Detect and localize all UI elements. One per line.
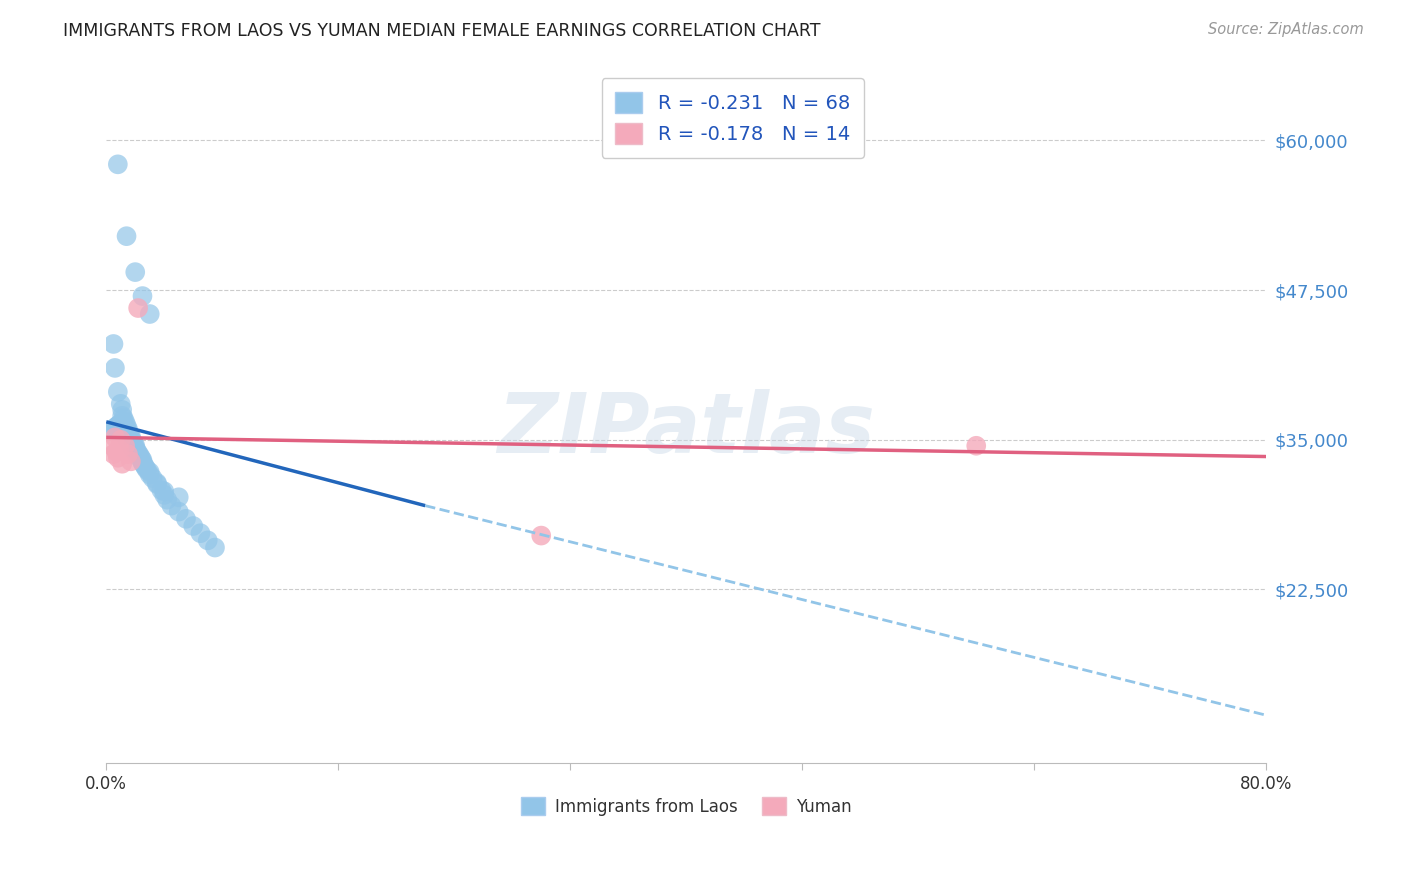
Point [110,433,132,447]
Point [112,411,135,425]
Point [181,519,204,533]
Point [117,425,139,439]
Point [121,440,143,454]
Point [114,428,136,442]
Point [111,409,134,423]
Point [120,432,142,446]
Point [118,426,141,441]
Point [104,430,127,444]
Point [142,471,165,485]
Point [111,423,134,437]
Point [127,450,149,464]
Point [111,457,134,471]
Point [120,454,142,468]
Point [131,453,153,467]
Point [107,450,129,465]
Point [124,439,146,453]
Point [146,475,169,490]
Point [134,460,156,475]
Point [117,433,139,447]
Point [103,337,125,351]
Point [204,541,226,555]
Point [101,439,124,453]
Point [965,439,987,453]
Point [120,429,142,443]
Point [114,439,136,453]
Point [124,265,146,279]
Text: Source: ZipAtlas.com: Source: ZipAtlas.com [1208,22,1364,37]
Point [117,422,139,436]
Point [174,512,197,526]
Point [138,307,160,321]
Point [127,301,149,315]
Point [160,499,183,513]
Point [121,434,143,448]
Point [131,456,153,470]
Text: ZIPatlas: ZIPatlas [498,389,875,470]
Point [153,484,176,499]
Point [122,442,145,457]
Point [114,415,136,429]
Point [128,448,150,462]
Point [190,526,212,541]
Point [127,446,149,460]
Point [120,437,142,451]
Point [111,402,134,417]
Point [107,384,129,399]
Point [117,447,139,461]
Point [138,467,160,482]
Point [138,465,160,479]
Point [150,483,173,497]
Point [107,418,129,433]
Point [129,450,152,465]
Point [104,421,127,435]
Point [115,430,138,444]
Point [131,289,153,303]
Point [105,444,128,458]
Point [132,458,155,472]
Point [135,463,157,477]
Point [153,488,176,502]
Point [122,436,145,450]
Point [156,492,179,507]
Point [110,421,132,435]
Legend: Immigrants from Laos, Yuman: Immigrants from Laos, Yuman [513,789,859,824]
Point [124,441,146,455]
Point [131,456,153,470]
Point [115,418,138,433]
Text: IMMIGRANTS FROM LAOS VS YUMAN MEDIAN FEMALE EARNINGS CORRELATION CHART: IMMIGRANTS FROM LAOS VS YUMAN MEDIAN FEM… [63,22,821,40]
Point [146,477,169,491]
Point [110,397,132,411]
Point [107,157,129,171]
Point [167,505,190,519]
Point [125,443,148,458]
Point [104,360,127,375]
Point [103,423,125,437]
Point [108,417,131,432]
Point [118,435,141,450]
Point [112,425,135,440]
Point [115,229,138,244]
Point [105,419,128,434]
Point [197,533,219,548]
Point [108,442,131,457]
Point [110,418,132,433]
Point [167,490,190,504]
Point [530,528,553,542]
Point [124,444,146,458]
Point [103,447,125,461]
